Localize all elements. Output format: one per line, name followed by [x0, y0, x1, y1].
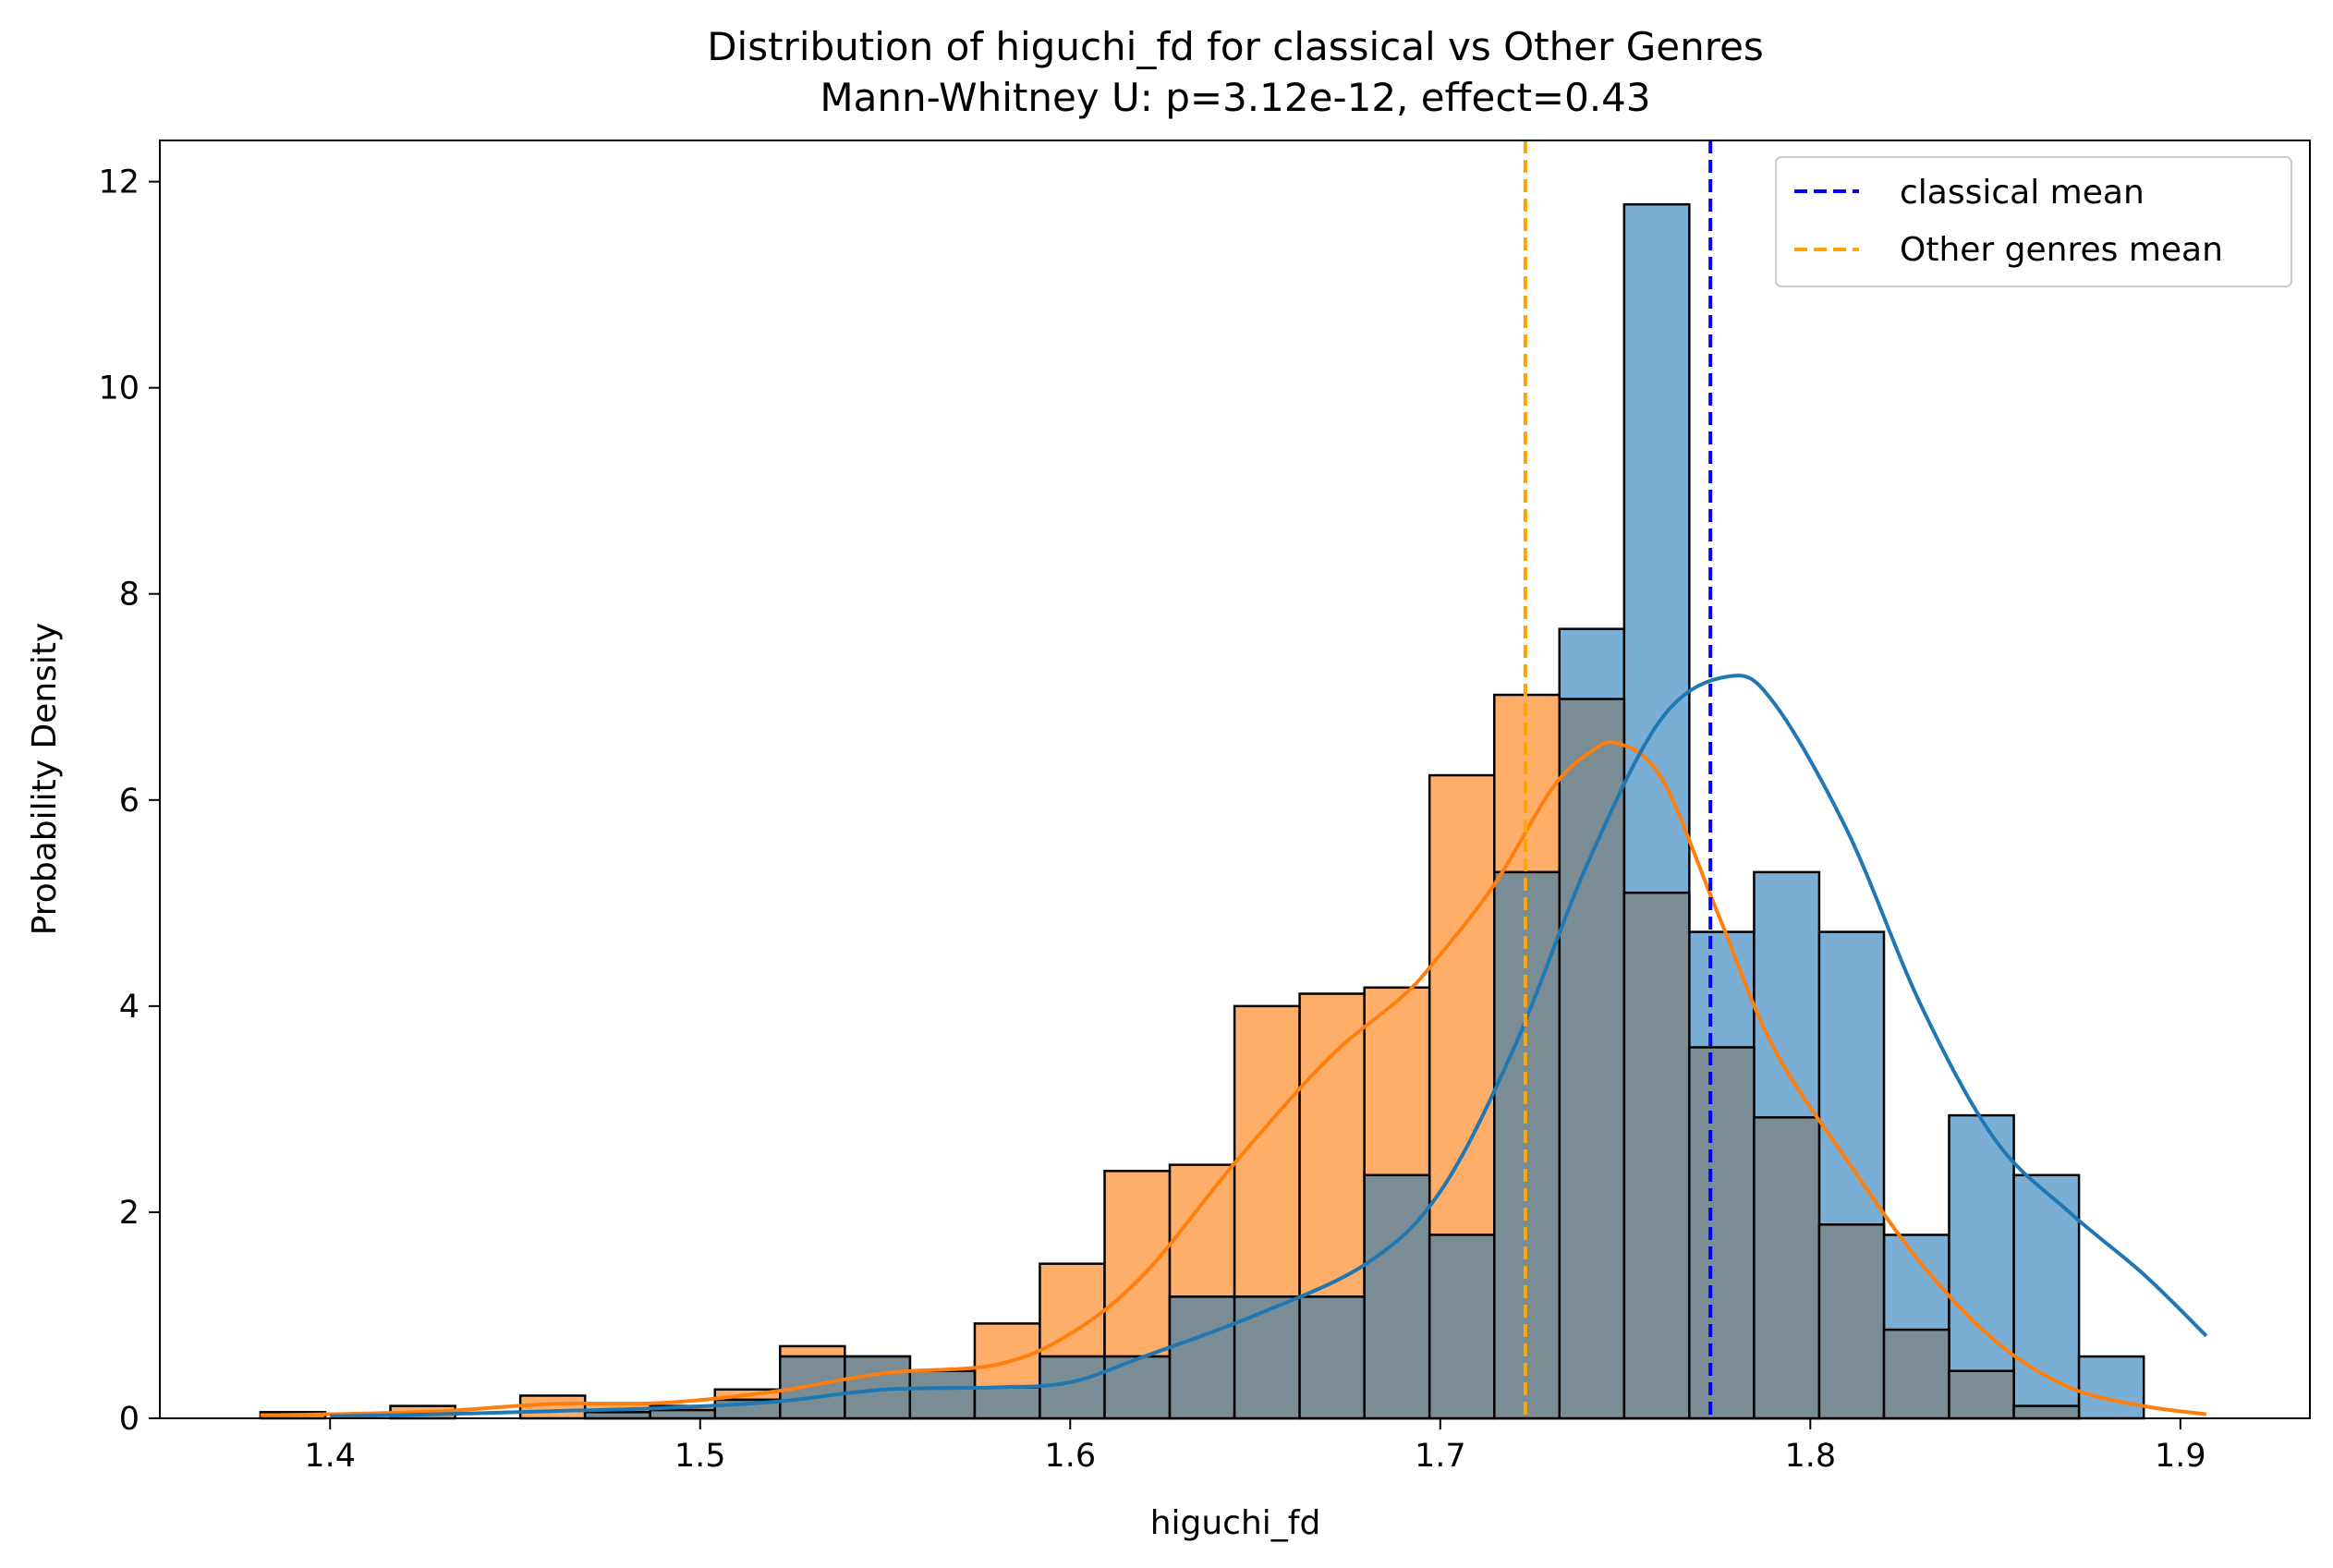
x-tick-label: 1.4	[304, 1438, 356, 1475]
overlap-bar	[583, 1411, 651, 1420]
x-tick-label: 1.7	[1415, 1438, 1466, 1475]
overlap-bar	[1688, 1046, 1756, 1420]
y-tick-label: 12	[98, 164, 140, 201]
y-tick-label: 0	[119, 1401, 140, 1438]
classical-bar	[1948, 1113, 2015, 1420]
x-axis-label: higuchi_fd	[1150, 1504, 1321, 1542]
overlap-bar	[2012, 1404, 2081, 1420]
overlap-bar	[1363, 1173, 1431, 1420]
chart-subtitle: Mann-Whitney U: p=3.12e-12, effect=0.43	[820, 75, 1650, 120]
classical-bar	[2077, 1355, 2145, 1420]
classical-kde-line	[330, 674, 2208, 1418]
overlap-bar	[1103, 1355, 1172, 1420]
x-tick-label: 1.5	[674, 1438, 726, 1475]
x-tick-label: 1.9	[2155, 1438, 2206, 1475]
x-axis-ticks: 1.4 1.5 1.6 1.7 1.8 1.9	[304, 1418, 2206, 1475]
x-tick-label: 1.8	[1784, 1438, 1836, 1475]
legend-label-classical-mean: classical mean	[1900, 174, 2145, 212]
overlap-bar	[1753, 1116, 1821, 1420]
kde-curves	[260, 674, 2208, 1418]
overlap-bar	[908, 1369, 977, 1420]
y-tick-label: 10	[98, 371, 140, 407]
legend-frame	[1775, 156, 2292, 287]
overlap-bar	[1168, 1295, 1236, 1420]
legend-label-other-mean: Other genres mean	[1900, 231, 2223, 269]
overlap-bars	[583, 698, 2081, 1420]
legend: classical mean Other genres mean	[1775, 156, 2292, 287]
overlap-bar	[1039, 1355, 1106, 1420]
overlap-bar	[1882, 1328, 1950, 1420]
y-tick-label: 4	[119, 989, 140, 1026]
plot-frame	[159, 140, 2311, 1419]
overlap-bar	[1948, 1369, 2015, 1420]
other-genres-bar	[518, 1394, 587, 1420]
y-tick-label: 8	[119, 577, 140, 614]
x-tick-label: 1.6	[1044, 1438, 1096, 1475]
overlap-bar	[1428, 1234, 1496, 1420]
chart-title: Distribution of higuchi_fd for classical…	[707, 24, 1764, 69]
overlap-bar	[1622, 891, 1691, 1420]
overlap-bar	[1298, 1295, 1366, 1420]
y-tick-label: 6	[119, 783, 140, 820]
overlap-bar	[973, 1386, 1041, 1420]
y-tick-label: 2	[119, 1195, 140, 1232]
y-axis-label: Probability Density	[26, 623, 64, 936]
overlap-bar	[1817, 1223, 1886, 1420]
y-axis-ticks: 0 2 4 6 8 10 12	[98, 164, 160, 1438]
overlap-bar	[1233, 1295, 1301, 1420]
other-genres-kde-line	[260, 740, 2207, 1417]
overlap-bar	[649, 1408, 717, 1420]
